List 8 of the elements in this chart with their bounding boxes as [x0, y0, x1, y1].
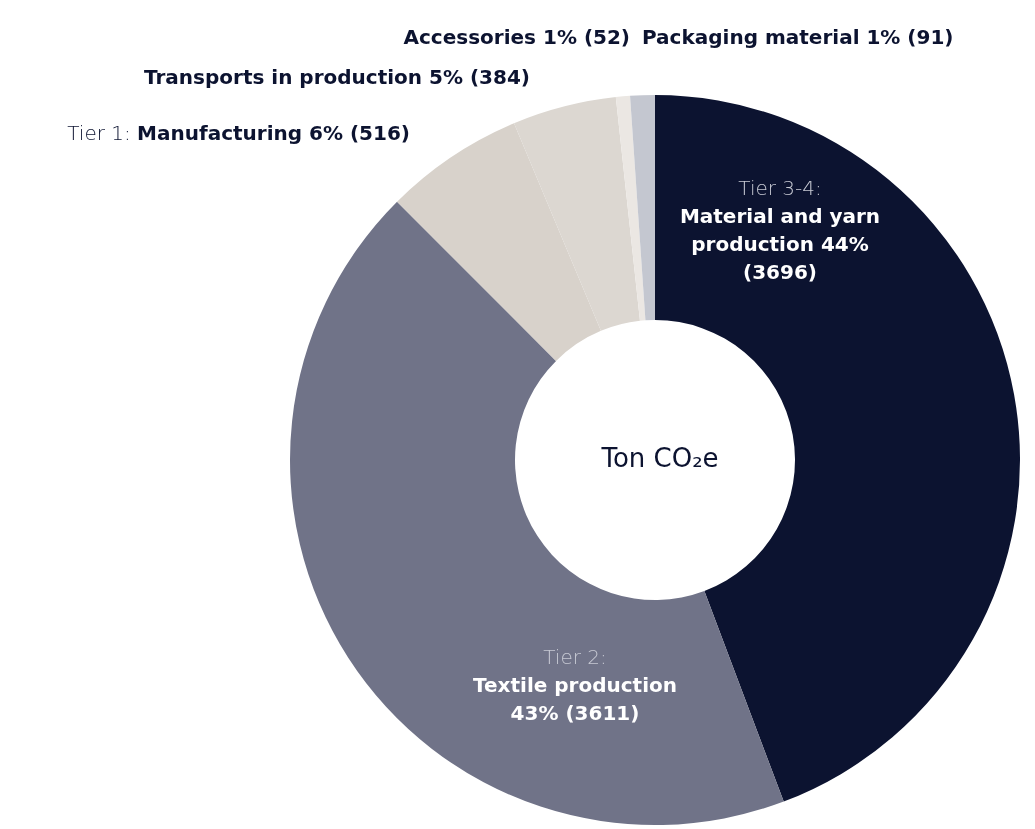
slice-label: Transports in production 5% (384) [144, 65, 531, 89]
text: Ton CO₂e [600, 443, 719, 473]
slice-label: Tier 3-4: Material and yarn production 44% (3696) [679, 176, 881, 284]
slice-label: Packaging material 1% (91) [642, 25, 954, 49]
slice-label: Tier 1: Manufacturing 6% (516) [67, 121, 411, 145]
slice-label: Tier 2: Textile production [473, 645, 677, 697]
data-label: 43% (3611) [510, 701, 640, 725]
slice-label: Accessories 1% (52) [403, 25, 630, 49]
